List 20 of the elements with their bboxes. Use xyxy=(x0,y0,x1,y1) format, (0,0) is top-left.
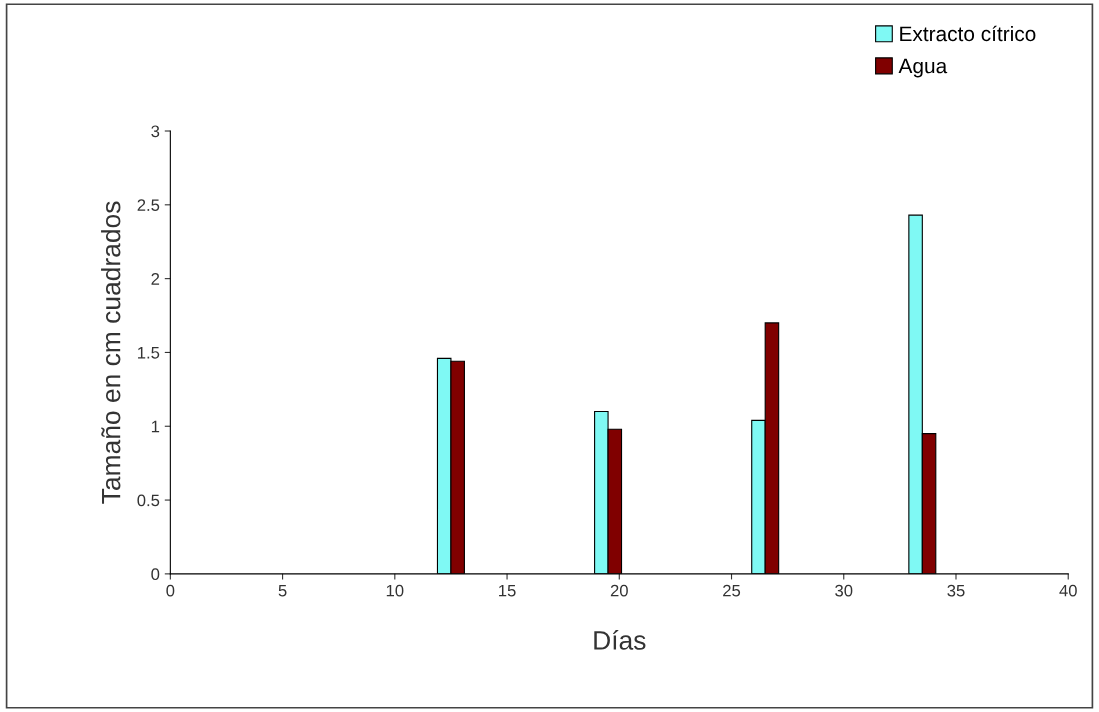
x-tick-label: 10 xyxy=(386,584,404,597)
y-tick-label: 0.5 xyxy=(137,494,160,507)
x-tick-label: 5 xyxy=(278,584,287,597)
x-tick-label: 0 xyxy=(166,584,175,597)
y-tick-label: 1.5 xyxy=(138,347,160,359)
y-tick-label: 1 xyxy=(151,420,160,433)
x-tick-label: 40 xyxy=(1059,584,1077,597)
legend-label: Extracto cítrico xyxy=(900,25,1036,42)
x-tick-label: 25 xyxy=(723,584,741,597)
y-axis-title: Tamaño en cm cuadrados xyxy=(101,201,121,504)
y-tick-label: 2.5 xyxy=(137,199,160,212)
y-tick-label: 3 xyxy=(151,125,160,138)
x-tick-label: 15 xyxy=(499,584,516,597)
x-tick-label: 20 xyxy=(610,584,628,597)
x-tick-label: 35 xyxy=(947,584,965,597)
y-tick-label: 2 xyxy=(151,273,160,285)
x-axis-title: Días xyxy=(594,630,646,650)
x-tick-label: 30 xyxy=(835,584,853,597)
y-tick-label: 0 xyxy=(151,568,160,581)
legend-label: Agua xyxy=(898,58,948,78)
